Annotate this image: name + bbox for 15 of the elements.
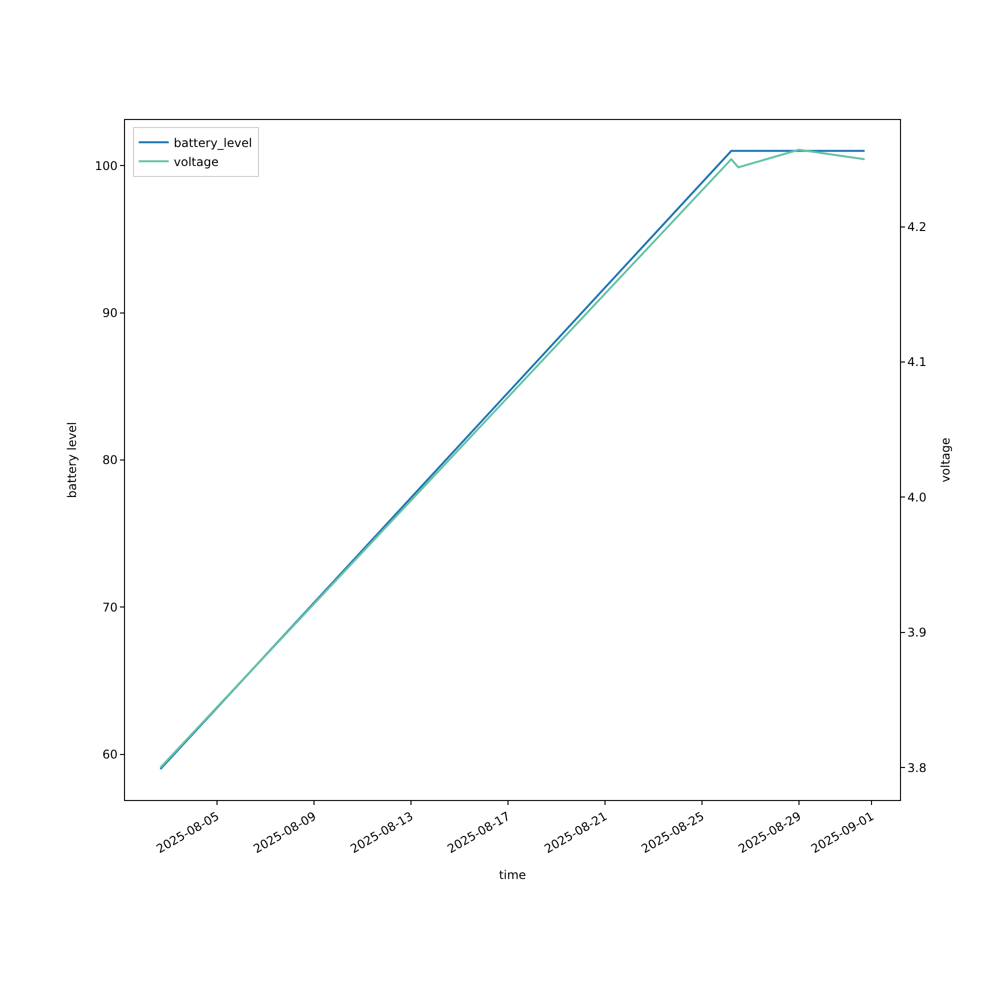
y-tick-label: 100	[94, 158, 118, 173]
y2-tick-label: 3.8	[907, 760, 926, 775]
y2-tick-label: 4.1	[907, 355, 926, 370]
y-tick-label: 70	[102, 600, 118, 614]
y-tick-label: 80	[102, 453, 118, 468]
y-tick-label: 60	[102, 748, 118, 762]
y-tick-label: 90	[102, 306, 118, 320]
x-axis-title: time	[498, 868, 526, 882]
y-axis-title: battery level	[64, 422, 79, 498]
legend-label: battery_level	[174, 136, 252, 150]
y2-tick-label: 4.2	[907, 220, 926, 234]
y2-tick-label: 3.9	[907, 626, 926, 640]
legend-label: voltage	[174, 154, 219, 169]
y2-axis-title: voltage	[938, 438, 952, 482]
y2-tick-label: 4.0	[907, 490, 926, 504]
